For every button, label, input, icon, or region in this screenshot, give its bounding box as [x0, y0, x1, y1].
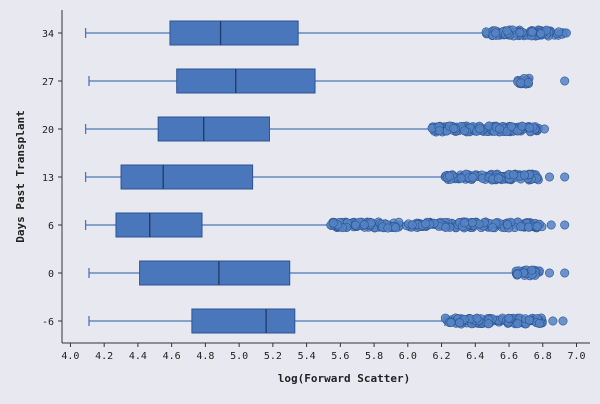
outlier-point	[534, 319, 544, 329]
outlier-point	[560, 268, 570, 278]
outlier-point	[456, 173, 466, 183]
outlier-point	[548, 316, 558, 326]
outlier-point	[475, 124, 485, 134]
iqr-box	[139, 260, 291, 286]
x-tick-label: 4.4	[129, 351, 147, 362]
x-tick-label: 4.8	[196, 351, 214, 362]
y-tick-label: 34	[42, 29, 54, 40]
iqr-box	[157, 116, 270, 142]
outlier-point	[449, 123, 459, 133]
outlier-point	[383, 223, 393, 233]
outlier-point	[446, 318, 456, 328]
x-tick-label: 5.4	[298, 351, 316, 362]
outlier-point	[561, 28, 571, 38]
outlier-point	[527, 265, 537, 275]
x-tick-label: 6.6	[500, 351, 518, 362]
outlier-point	[545, 268, 555, 278]
outlier-point	[494, 173, 504, 183]
outlier-point	[536, 29, 546, 39]
outlier-point	[491, 28, 501, 38]
outlier-point	[455, 318, 465, 328]
outlier-point	[532, 221, 542, 231]
outlier-point	[560, 172, 570, 182]
x-tick-label: 5.8	[365, 351, 383, 362]
outlier-point	[359, 220, 369, 230]
outlier-point	[328, 218, 338, 228]
iqr-box	[191, 308, 296, 334]
outlier-point	[519, 170, 529, 180]
outlier-point	[558, 316, 568, 326]
x-tick-label: 6.4	[466, 351, 484, 362]
outlier-point	[504, 313, 514, 323]
outlier-point	[407, 220, 417, 230]
outlier-point	[421, 219, 431, 229]
outlier-point	[524, 315, 534, 325]
y-tick-label: 13	[42, 173, 54, 184]
outlier-point	[460, 126, 470, 136]
outlier-point	[515, 28, 525, 38]
y-tick-label: 6	[48, 221, 54, 232]
outlier-point	[560, 76, 570, 86]
outlier-point	[488, 223, 498, 233]
outlier-point	[351, 220, 361, 230]
iqr-box	[120, 164, 254, 190]
x-tick-label: 7.0	[567, 351, 585, 362]
x-tick-label: 6.2	[433, 351, 451, 362]
x-axis-title: log(Forward Scatter)	[278, 372, 410, 385]
outlier-point	[546, 220, 556, 230]
iqr-box	[169, 20, 299, 46]
outlier-point	[441, 222, 451, 232]
outlier-point	[512, 269, 522, 279]
outlier-point	[495, 124, 505, 134]
outlier-point	[468, 173, 478, 183]
outlier-point	[517, 121, 527, 131]
outlier-point	[391, 223, 401, 233]
outlier-point	[445, 171, 455, 181]
y-tick-label: 0	[48, 269, 54, 280]
x-tick-label: 5.2	[264, 351, 282, 362]
outlier-point	[509, 170, 519, 180]
outlier-point	[459, 218, 469, 228]
outlier-point	[539, 124, 549, 134]
y-tick-label: 27	[42, 77, 54, 88]
outlier-point	[506, 122, 516, 132]
outlier-point	[467, 218, 477, 228]
outlier-point	[527, 27, 537, 37]
outlier-point	[554, 27, 564, 37]
x-tick-label: 4.2	[95, 351, 113, 362]
x-tick-label: 4.6	[163, 351, 181, 362]
x-tick-label: 6.8	[534, 351, 552, 362]
outlier-point	[483, 319, 493, 329]
y-axis-title: Days Past Transplant	[14, 110, 27, 242]
outlier-point	[434, 126, 444, 136]
outlier-point	[513, 319, 523, 329]
iqr-box	[115, 212, 203, 238]
outlier-point	[502, 26, 512, 36]
outlier-point	[560, 220, 570, 230]
outlier-point	[525, 123, 535, 133]
outlier-point	[472, 313, 482, 323]
outlier-point	[545, 172, 555, 182]
x-tick-label: 5.0	[230, 351, 248, 362]
outlier-point	[516, 78, 526, 88]
y-tick-label: 20	[42, 125, 54, 136]
x-tick-label: 5.6	[331, 351, 349, 362]
y-tick-label: -6	[42, 317, 54, 328]
iqr-box	[176, 68, 316, 94]
outlier-point	[516, 222, 526, 232]
x-tick-label: 4.0	[61, 351, 79, 362]
outlier-point	[502, 220, 512, 230]
x-tick-label: 6.0	[399, 351, 417, 362]
